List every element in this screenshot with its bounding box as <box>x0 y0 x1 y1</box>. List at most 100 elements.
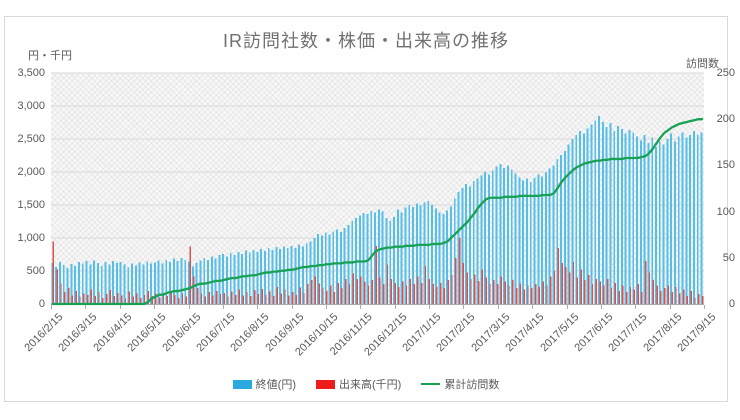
x-axis-tick <box>222 305 224 309</box>
volume-bar <box>189 246 191 304</box>
volume-bar <box>64 292 66 304</box>
volume-bar <box>367 285 370 304</box>
volume-bar <box>523 289 525 304</box>
close-bar <box>241 253 244 304</box>
volume-bar <box>466 272 468 304</box>
close-bar <box>150 263 153 304</box>
close-bar <box>579 131 582 304</box>
volume-bar <box>155 293 157 304</box>
volume-bar <box>333 292 336 304</box>
volume-bar <box>625 292 628 304</box>
close-bar <box>343 228 346 304</box>
volume-bar <box>117 292 119 304</box>
close-bar <box>62 265 65 304</box>
volume-bar <box>257 294 260 304</box>
volume-bar <box>557 247 560 304</box>
close-bar <box>336 229 339 304</box>
close-bar <box>518 177 521 304</box>
volume-bar <box>519 283 522 304</box>
volume-bar <box>177 298 180 304</box>
volume-bar <box>94 296 96 304</box>
volume-bar <box>413 284 415 304</box>
volume-bar <box>276 286 279 304</box>
close-bar <box>495 166 498 304</box>
volume-bar <box>162 292 165 304</box>
left-axis-tick-label: 3,000 <box>17 100 45 112</box>
volume-bar <box>83 293 85 304</box>
volume-series-swatch <box>316 379 335 389</box>
volume-bar <box>671 292 673 304</box>
close-bar <box>499 164 502 304</box>
volume-bar <box>580 269 582 304</box>
close-bar <box>377 209 380 304</box>
x-axis-tick <box>566 305 568 309</box>
close-bar <box>685 137 688 304</box>
close-bar <box>632 132 635 304</box>
right-axis-tick-label: 100 <box>716 205 735 218</box>
volume-bar <box>227 296 229 304</box>
close-bar <box>203 257 206 304</box>
close-bar <box>313 238 316 304</box>
close-bar <box>138 262 141 304</box>
close-bar <box>666 139 669 304</box>
close-bar <box>51 263 54 304</box>
close-bar <box>362 212 365 304</box>
close-bar <box>165 259 168 304</box>
x-axis-tick <box>429 305 431 309</box>
volume-bar <box>417 276 419 304</box>
close-bar <box>169 261 171 304</box>
close-bar <box>89 264 92 304</box>
volume-bar <box>470 278 472 304</box>
volume-bar <box>515 288 518 304</box>
volume-bar <box>553 271 556 304</box>
volume-bar <box>394 282 396 304</box>
volume-bar <box>462 263 465 304</box>
volume-bar <box>166 296 168 304</box>
volume-bar <box>136 293 138 304</box>
volume-bar <box>686 296 689 304</box>
close-bar <box>677 136 680 304</box>
close-bar <box>639 140 642 304</box>
close-bar <box>674 141 676 304</box>
x-axis-tick <box>291 305 293 309</box>
close-bar <box>131 263 134 304</box>
legend-item-visits: 累計訪問数 <box>421 376 499 392</box>
volume-bar <box>181 293 184 304</box>
close-bar <box>643 135 646 304</box>
close-bar <box>309 241 312 304</box>
close-bar <box>442 214 445 304</box>
close-bar <box>525 178 528 304</box>
volume-bar <box>656 285 658 304</box>
x-axis-tick <box>188 305 190 309</box>
volume-bar <box>637 284 639 304</box>
left-axis-tick-label: 3,500 <box>17 67 45 79</box>
volume-bar <box>451 274 453 304</box>
volume-bar <box>329 285 332 304</box>
volume-bar <box>682 289 685 304</box>
volume-bar <box>633 289 635 304</box>
visits-series-swatch <box>421 383 441 385</box>
close-bar <box>366 214 369 304</box>
volume-bar <box>409 278 411 304</box>
close-bar <box>636 136 638 304</box>
close-bar <box>393 216 395 304</box>
legend-label-visits: 累計訪問数 <box>444 379 500 391</box>
close-bar <box>605 127 608 304</box>
volume-bar <box>147 290 150 304</box>
close-bar <box>294 247 297 304</box>
volume-bar <box>60 283 62 304</box>
close-bar <box>544 172 547 304</box>
volume-bar <box>231 291 233 304</box>
x-axis-tick <box>119 305 121 309</box>
volume-bar <box>356 278 358 304</box>
close-bar <box>332 231 335 304</box>
close-bar <box>503 168 506 304</box>
volume-bar <box>345 278 347 304</box>
volume-bar <box>75 290 77 304</box>
close-bar <box>66 268 69 304</box>
close-bar <box>491 170 494 304</box>
volume-bar <box>660 290 662 304</box>
close-bar <box>320 235 323 304</box>
close-bar <box>529 181 532 304</box>
